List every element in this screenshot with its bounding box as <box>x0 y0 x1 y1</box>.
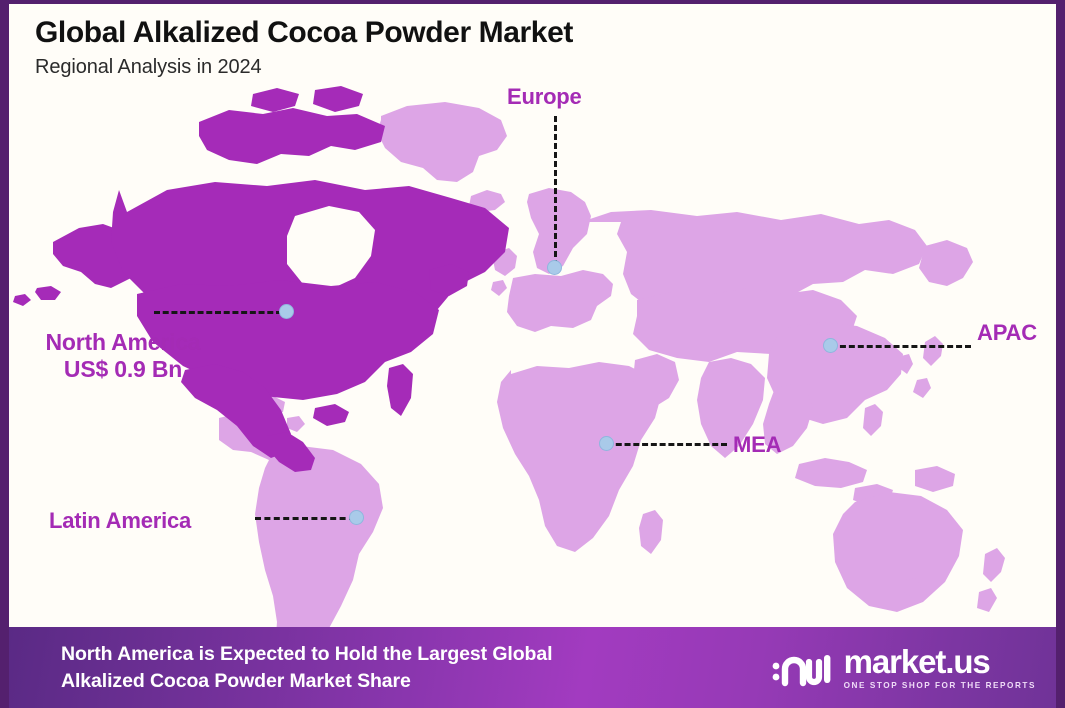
footer-banner: North America is Expected to Hold the La… <box>9 627 1056 708</box>
leader-line-mea <box>607 443 727 446</box>
infographic-canvas: Global Alkalized Cocoa Powder Market Reg… <box>9 4 1056 708</box>
page-subtitle: Regional Analysis in 2024 <box>35 56 262 78</box>
map-marker-apac[interactable] <box>823 338 838 353</box>
map-marker-north-america[interactable] <box>279 304 294 319</box>
region-name-north-america: North America <box>45 329 201 355</box>
region-label-europe: Europe <box>507 84 582 110</box>
footer-headline: North America is Expected to Hold the La… <box>61 641 553 695</box>
region-name-latin-america: Latin America <box>49 508 192 533</box>
leader-line-north-america <box>154 311 282 314</box>
world-map-svg <box>13 86 1005 628</box>
region-label-mea: MEA <box>733 432 781 458</box>
logo-text-block: market.us ONE STOP SHOP FOR THE REPORTS <box>844 645 1036 690</box>
world-map <box>9 56 1056 628</box>
logo-wordmark: market.us <box>843 643 991 680</box>
page-title: Global Alkalized Cocoa Powder Market <box>35 16 573 49</box>
market-us-logo[interactable]: market.us ONE STOP SHOP FOR THE REPORTS <box>771 645 1036 690</box>
region-name-apac: APAC <box>977 320 1037 345</box>
region-label-apac: APAC <box>977 320 1037 346</box>
region-value-north-america: US$ 0.9 Bn <box>63 356 183 383</box>
region-label-north-america: North America US$ 0.9 Bn <box>23 329 223 383</box>
map-marker-latin-america[interactable] <box>349 510 364 525</box>
market-us-logo-mark <box>772 654 831 686</box>
map-marker-mea[interactable] <box>599 436 614 451</box>
region-label-latin-america: Latin America <box>49 508 191 534</box>
map-marker-europe[interactable] <box>547 260 562 275</box>
leader-line-europe <box>554 116 557 266</box>
map-highlight-north-america <box>13 86 509 472</box>
leader-line-apac <box>831 345 971 348</box>
header: Global Alkalized Cocoa Powder Market Reg… <box>35 16 573 79</box>
logo-tagline: ONE STOP SHOP FOR THE REPORTS <box>843 681 1036 690</box>
region-name-mea: MEA <box>733 432 782 457</box>
footer-headline-line2: Alkalized Cocoa Powder Market Share <box>61 669 411 692</box>
region-name-europe: Europe <box>507 84 582 109</box>
leader-line-latin-america <box>255 517 355 520</box>
footer-headline-line1: North America is Expected to Hold the La… <box>61 642 553 665</box>
